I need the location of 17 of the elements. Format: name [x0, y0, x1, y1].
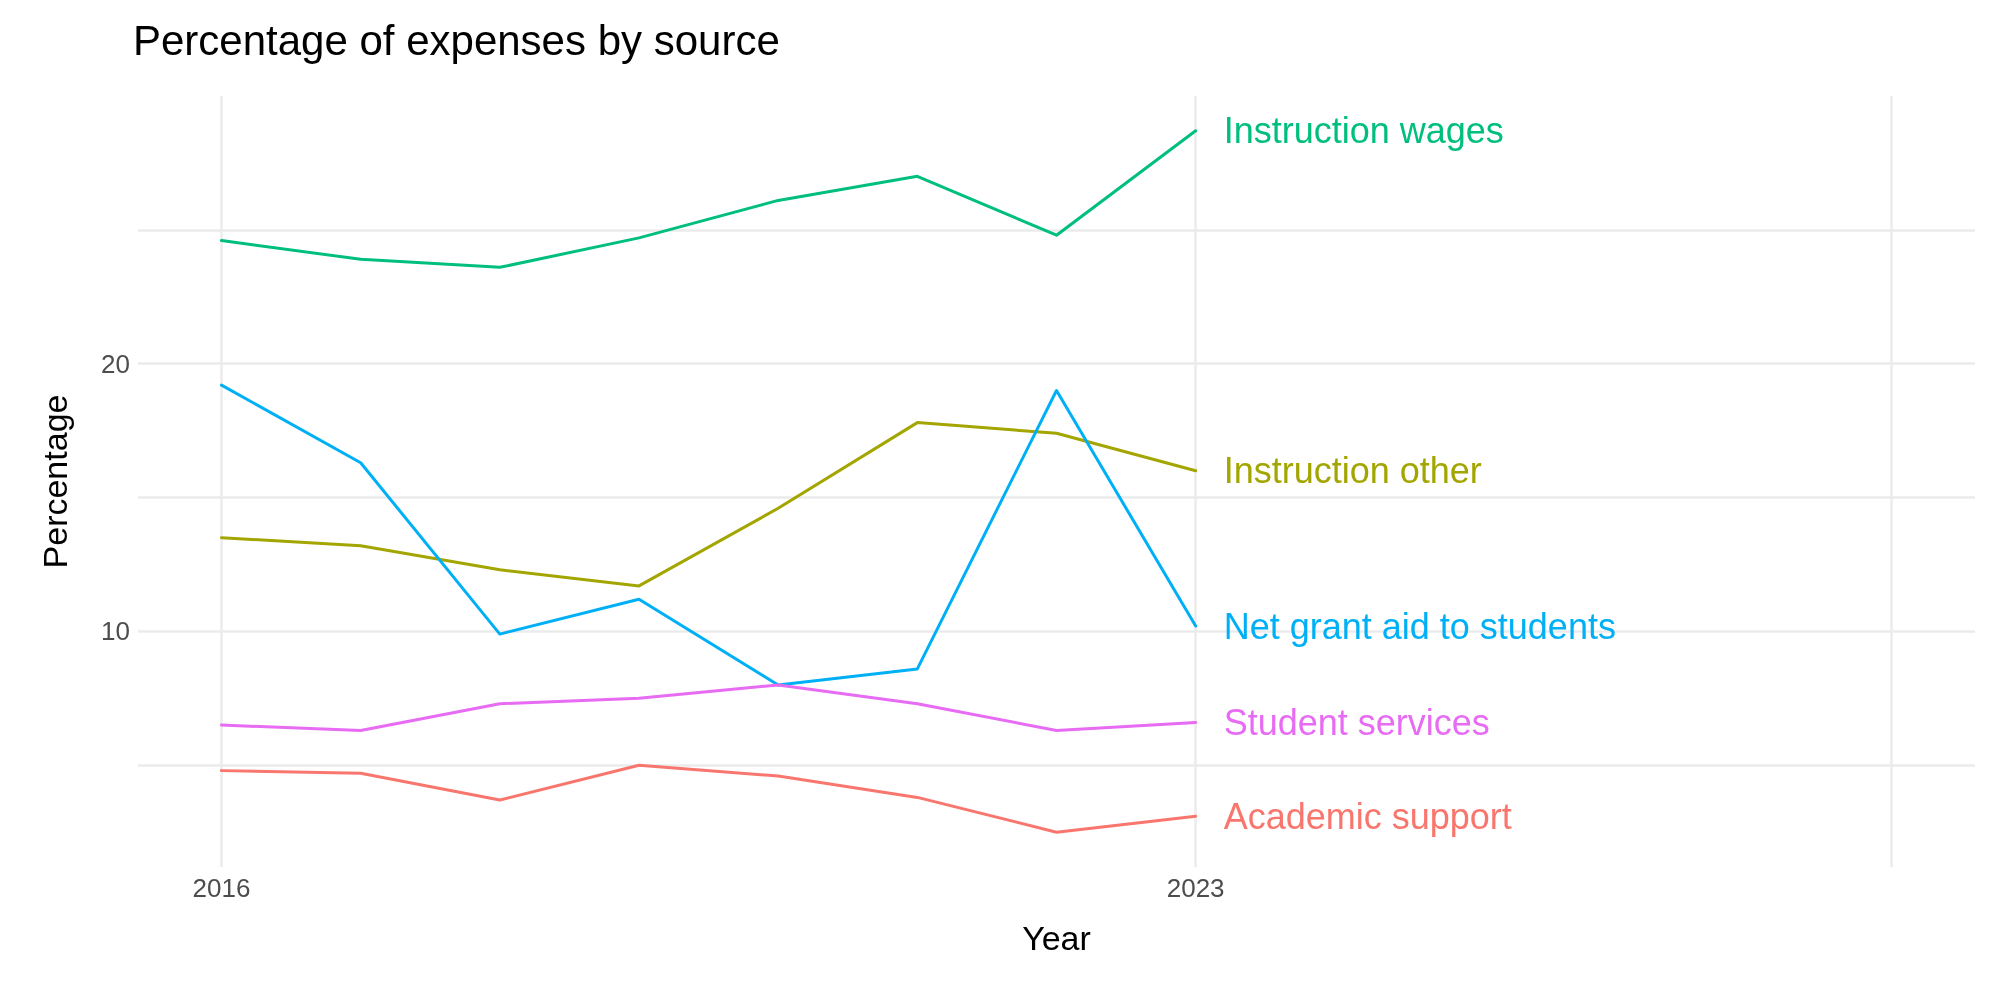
line-series	[220, 763, 1198, 834]
line-series	[220, 683, 1198, 732]
series-label: Instruction wages	[1223, 110, 1504, 152]
x-tick-label: 2016	[192, 873, 251, 903]
line-series	[220, 129, 1198, 269]
y-axis-title: Percentage	[36, 394, 74, 569]
series-label: Instruction other	[1223, 450, 1482, 492]
series-label: Net grant aid to students	[1223, 605, 1616, 647]
series-label: Academic support	[1223, 795, 1512, 837]
line-series	[220, 421, 1198, 588]
series-label: Student services	[1223, 701, 1490, 743]
line-series	[220, 383, 1198, 687]
x-axis-title: Year	[1022, 919, 1091, 957]
x-tick-label: 2023	[1166, 873, 1225, 903]
y-tick-label: 10	[101, 616, 130, 647]
chart-title: Percentage of expenses by source	[133, 16, 780, 64]
y-tick-label: 20	[101, 348, 130, 379]
